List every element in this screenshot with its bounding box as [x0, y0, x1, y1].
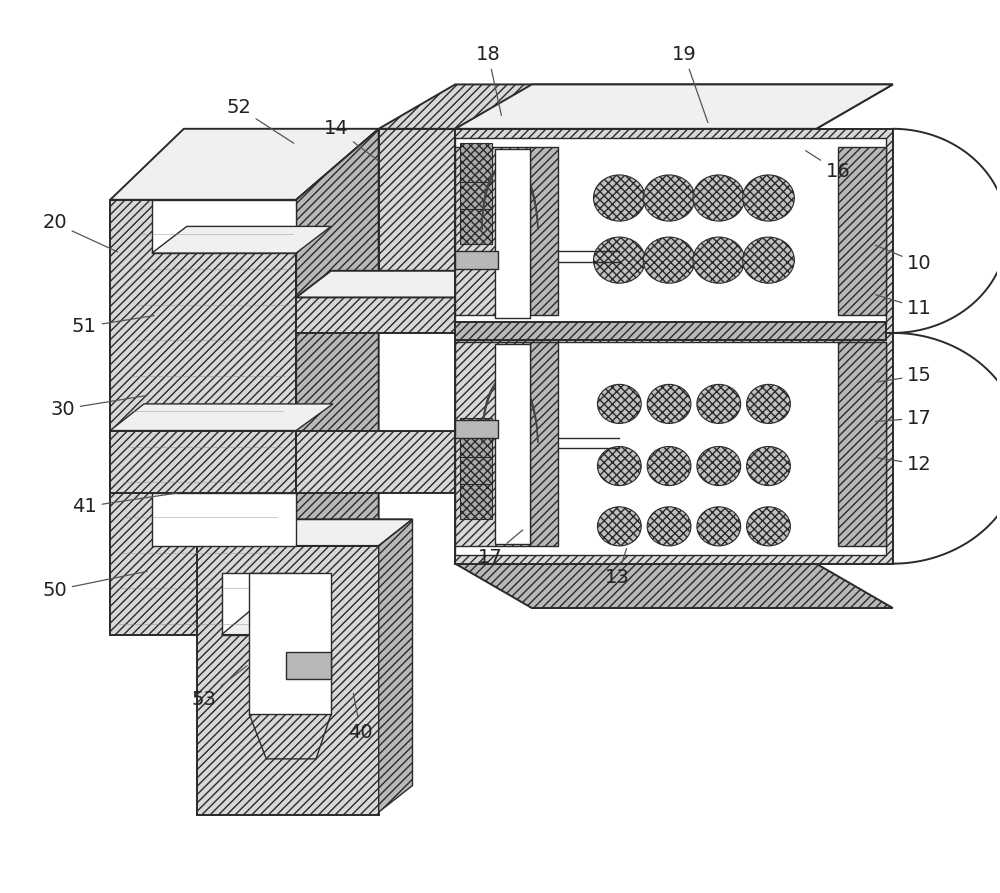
Polygon shape: [838, 146, 886, 315]
Polygon shape: [460, 418, 492, 457]
Circle shape: [743, 175, 794, 221]
Circle shape: [747, 384, 790, 423]
Polygon shape: [455, 322, 886, 340]
Text: 52: 52: [226, 98, 294, 143]
Circle shape: [693, 237, 745, 283]
Polygon shape: [296, 271, 490, 297]
Circle shape: [643, 237, 695, 283]
Polygon shape: [152, 227, 331, 253]
Polygon shape: [286, 653, 331, 679]
Polygon shape: [460, 205, 492, 244]
Text: 13: 13: [605, 548, 630, 588]
Polygon shape: [455, 138, 886, 324]
Polygon shape: [455, 333, 893, 563]
Circle shape: [693, 175, 745, 221]
Circle shape: [647, 507, 691, 546]
Polygon shape: [152, 493, 296, 546]
Text: 10: 10: [875, 246, 932, 273]
Polygon shape: [530, 146, 558, 315]
Polygon shape: [152, 200, 296, 253]
Circle shape: [743, 237, 794, 283]
Circle shape: [697, 384, 741, 423]
Text: 53: 53: [191, 665, 247, 709]
Text: 40: 40: [348, 693, 373, 742]
Polygon shape: [296, 297, 455, 333]
Circle shape: [593, 237, 645, 283]
Polygon shape: [455, 342, 530, 546]
Circle shape: [597, 384, 641, 423]
Text: 11: 11: [876, 295, 932, 318]
Circle shape: [747, 446, 790, 486]
Polygon shape: [110, 129, 379, 200]
Polygon shape: [495, 149, 530, 318]
Text: 19: 19: [672, 45, 708, 122]
Text: 41: 41: [72, 493, 177, 516]
Circle shape: [593, 175, 645, 221]
Text: 15: 15: [876, 366, 932, 385]
Circle shape: [697, 507, 741, 546]
Circle shape: [747, 507, 790, 546]
Polygon shape: [296, 430, 458, 493]
Circle shape: [647, 446, 691, 486]
Polygon shape: [455, 85, 893, 129]
Circle shape: [697, 446, 741, 486]
Polygon shape: [249, 714, 331, 759]
Polygon shape: [110, 430, 296, 493]
Polygon shape: [455, 251, 498, 269]
Polygon shape: [222, 572, 296, 635]
Polygon shape: [222, 608, 329, 635]
Text: 30: 30: [50, 396, 147, 419]
Polygon shape: [495, 345, 530, 544]
Text: 17: 17: [478, 530, 523, 567]
Polygon shape: [296, 129, 379, 635]
Polygon shape: [197, 546, 379, 814]
Text: 16: 16: [806, 151, 850, 181]
Polygon shape: [455, 129, 893, 333]
Polygon shape: [530, 342, 558, 546]
Polygon shape: [379, 85, 893, 129]
Text: 20: 20: [42, 213, 118, 252]
Polygon shape: [460, 445, 492, 484]
Circle shape: [597, 507, 641, 546]
Polygon shape: [460, 170, 492, 209]
Polygon shape: [249, 572, 331, 714]
Polygon shape: [455, 271, 490, 333]
Polygon shape: [110, 404, 333, 430]
Polygon shape: [455, 146, 530, 315]
Polygon shape: [379, 519, 412, 812]
Polygon shape: [379, 129, 455, 333]
Circle shape: [643, 175, 695, 221]
Polygon shape: [110, 200, 296, 635]
Circle shape: [647, 384, 691, 423]
Polygon shape: [460, 480, 492, 519]
Text: 51: 51: [72, 315, 154, 336]
Text: 50: 50: [42, 572, 147, 600]
Text: 12: 12: [876, 455, 932, 474]
Polygon shape: [455, 420, 498, 438]
Polygon shape: [460, 143, 492, 182]
Text: 18: 18: [476, 45, 501, 115]
Text: 17: 17: [876, 409, 932, 428]
Polygon shape: [455, 342, 886, 555]
Circle shape: [597, 446, 641, 486]
Polygon shape: [455, 563, 893, 608]
Polygon shape: [197, 519, 412, 546]
Text: 14: 14: [324, 120, 378, 161]
Polygon shape: [838, 342, 886, 546]
